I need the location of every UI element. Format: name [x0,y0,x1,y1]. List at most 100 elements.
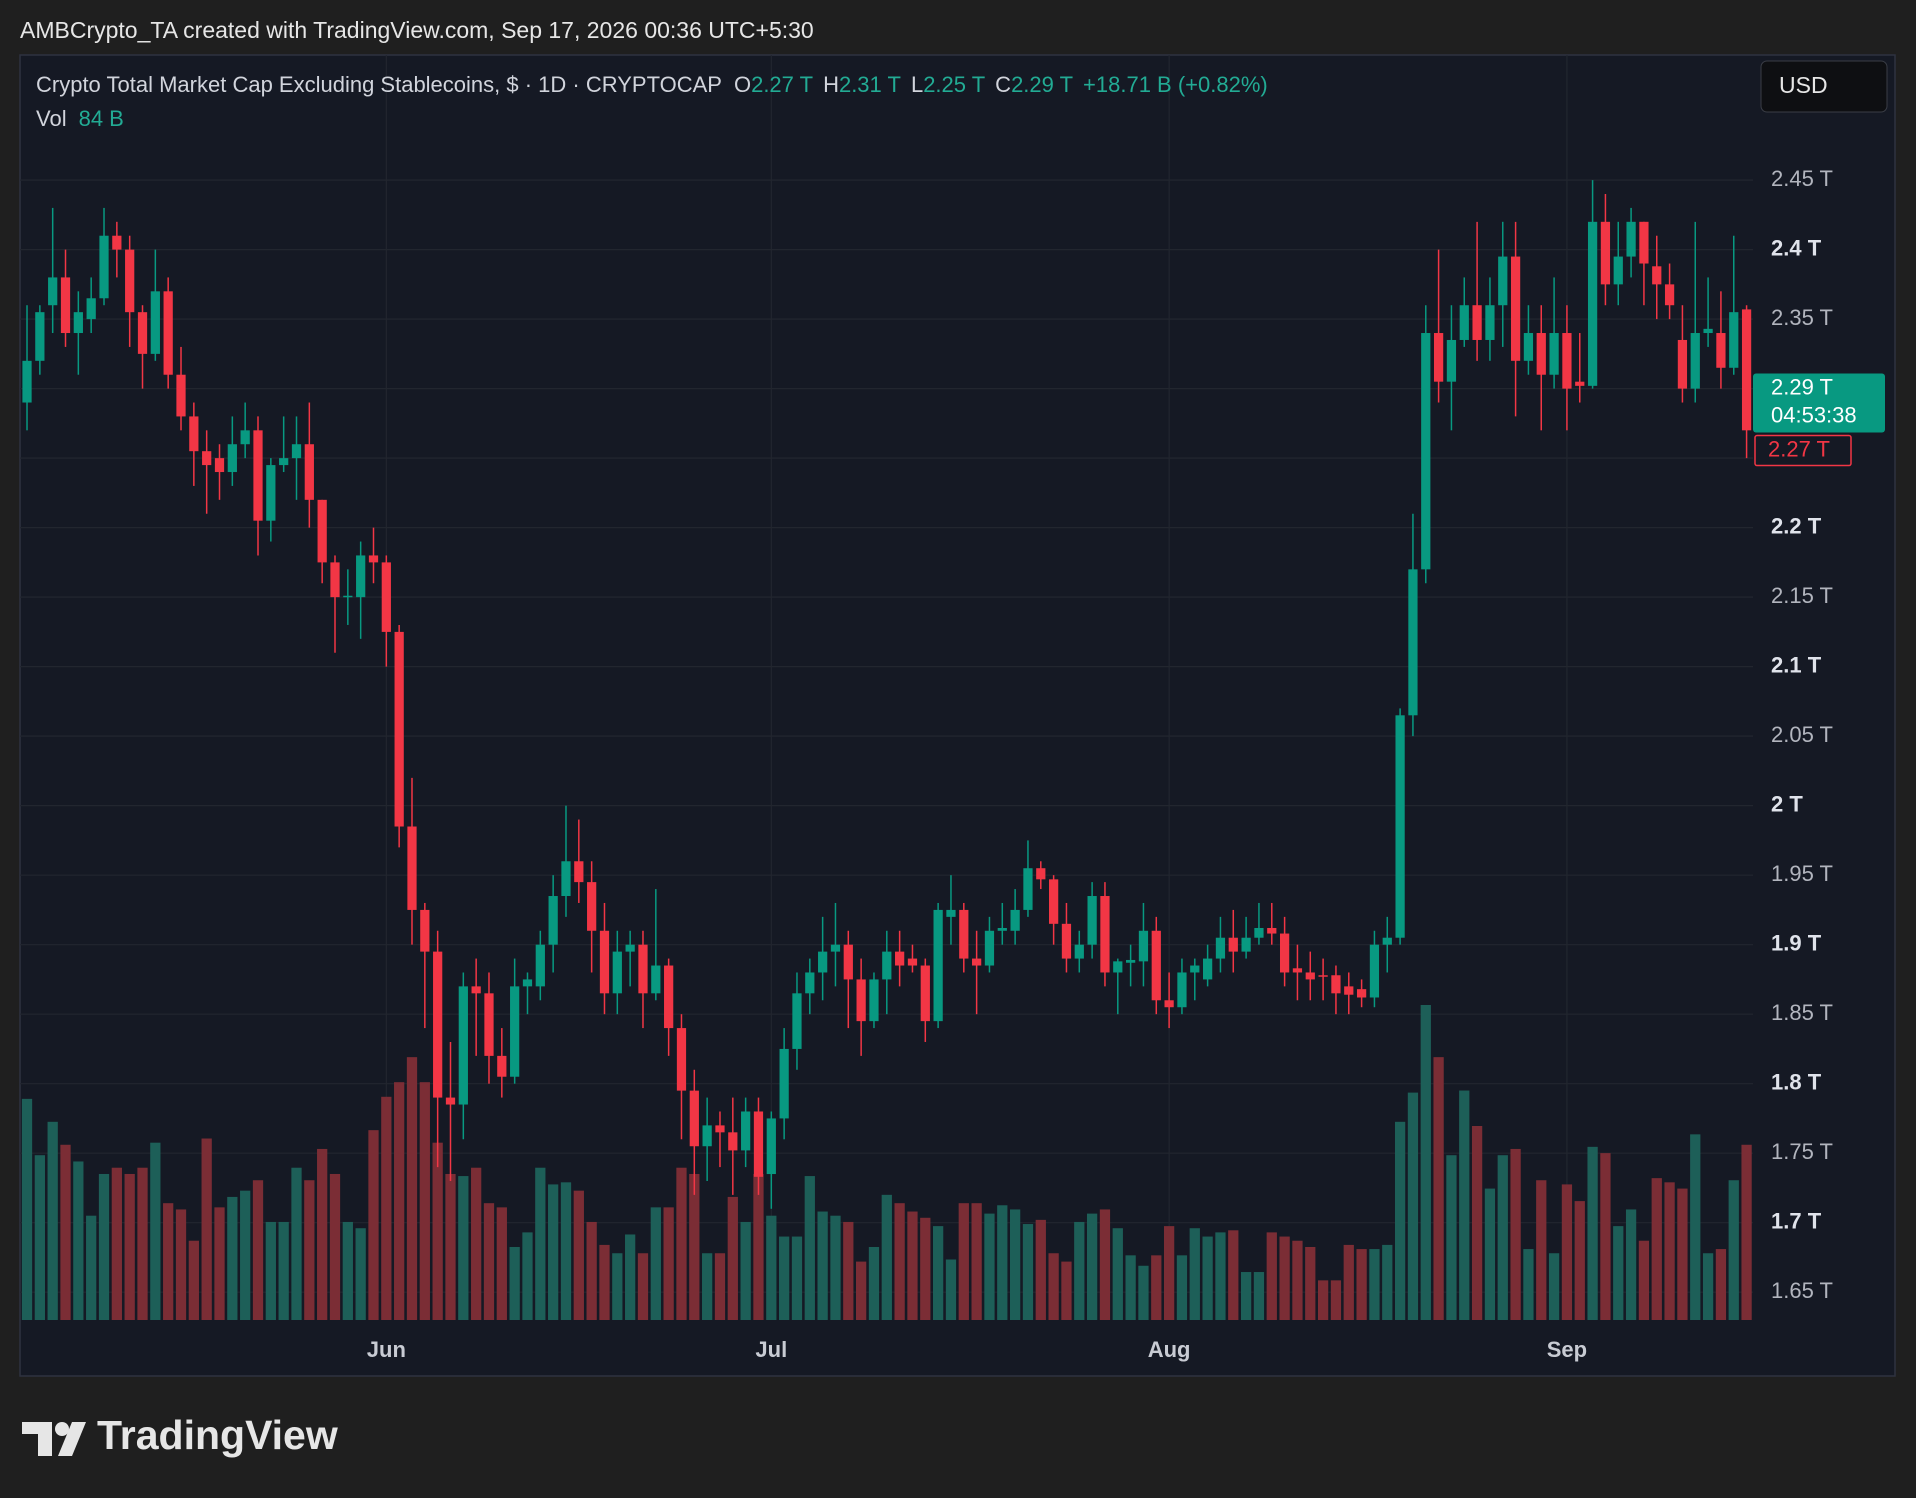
axes: 2.45 T2.4 T2.35 T2.3 T2.25 T2.2 T2.15 T2… [367,166,1833,1362]
candle-body [304,444,314,500]
currency-label[interactable]: USD [1779,72,1828,98]
attribution: AMBCrypto_TA created with TradingView.co… [20,17,814,43]
logo-dot [55,1422,69,1436]
y-tick-label: 2.35 T [1771,305,1833,330]
volume-bar [163,1203,174,1320]
candle-body [214,458,225,473]
candle-body [279,458,289,466]
candle-body [407,826,417,910]
candle-body [779,1048,789,1119]
candle-body [291,444,302,459]
volume-legend-value: 84 B [79,106,124,131]
volume-bar [997,1205,1008,1320]
candle-body [330,562,340,598]
volume-bar [1279,1236,1290,1320]
candle-body [638,944,648,994]
y-tick-label: 1.9 T [1771,930,1822,955]
y-tick-label: 2.45 T [1771,166,1833,191]
volume-bar [34,1155,45,1320]
volume-bar [86,1215,97,1320]
legend-key: H [823,72,839,97]
candle-body [1344,986,1354,995]
volume-bar [1202,1236,1213,1320]
candle-body [715,1125,725,1133]
candle-body [728,1132,738,1151]
candle-body [1151,930,1161,1001]
volume-bar [1394,1121,1406,1320]
volume-bar [1176,1255,1188,1320]
volume-bar [496,1207,507,1320]
candle-body [60,277,71,334]
candle-body [189,416,199,452]
last-price-tag [1753,373,1885,433]
candle-body [1023,868,1033,910]
candle-body [112,235,122,250]
currency-button[interactable] [1760,60,1888,113]
candle-body [1562,333,1572,389]
volume-bar [971,1203,982,1320]
volume-bar [1523,1249,1534,1320]
candle-body [625,944,635,952]
volume-bar [458,1176,469,1320]
volume-bar [881,1194,892,1320]
volume-bar [791,1236,803,1320]
candle-body [1485,305,1495,340]
volume-bar [894,1203,905,1320]
candle-body [818,951,828,973]
candle-body [1241,937,1251,952]
y-tick-label: 2.2 T [1771,513,1822,538]
volume-bar [394,1082,405,1320]
candle-body [1254,927,1264,938]
volume-bar [1664,1182,1675,1320]
volume-bar [1099,1209,1111,1320]
brand-logo [22,1422,86,1456]
candle-body [433,951,443,1098]
candle-body [1729,312,1739,368]
candle-body [1716,333,1726,368]
volume-bar [1189,1228,1200,1320]
volume-bar [111,1167,122,1320]
candle-body [702,1125,712,1147]
candle-body [202,451,212,466]
volume-bar [1561,1184,1573,1320]
volume-bar [1035,1219,1046,1320]
candle-body [1087,896,1097,945]
candle-body [1600,221,1611,285]
candle-body [548,896,558,945]
candle-body [946,909,956,917]
volume-bar [1125,1255,1136,1320]
candle-body [1036,868,1046,880]
volume-bar [483,1203,495,1320]
volume-bar [406,1057,418,1320]
candle-body [1331,975,1341,994]
volume-bar [1497,1155,1508,1320]
candle-body [907,958,918,966]
y-tick-label: 1.75 T [1771,1139,1833,1164]
candle-body [1613,256,1623,285]
x-tick-label: Jul [755,1337,787,1362]
candle-body [137,312,148,354]
volume-bar [1510,1148,1521,1320]
volume-bar [1690,1134,1701,1320]
candle-body [163,291,173,375]
volume-bar [355,1228,366,1320]
volume-bar [1741,1144,1752,1320]
volume-bar [817,1211,828,1320]
candle-body [1292,968,1303,973]
volume-bar [1048,1253,1059,1320]
volume-bar [1587,1146,1598,1320]
volume-bar [1446,1155,1457,1320]
volume-bar [702,1253,713,1320]
candle-body [1652,266,1662,285]
volume-bar [1433,1057,1444,1320]
volume-bar [175,1209,187,1320]
y-tick-label: 2.4 T [1771,235,1822,260]
candle-body [1703,328,1713,334]
volume-bar [522,1232,533,1320]
volume-bar [727,1196,738,1320]
volume-bar [804,1176,815,1320]
candle-body [882,951,892,980]
candle-body [99,235,109,299]
volume-bar [47,1121,58,1320]
candle-body [458,986,468,1105]
